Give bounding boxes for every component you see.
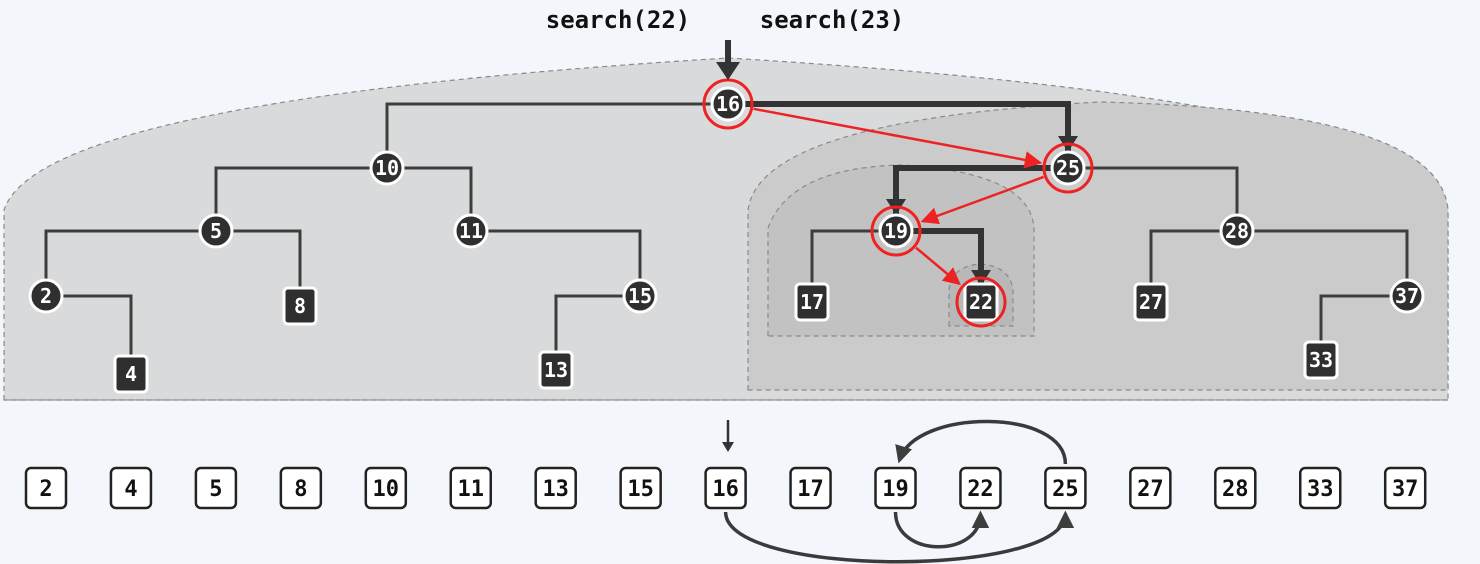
array-cell-label-4: 4 <box>124 477 137 502</box>
search-label-23: search(23) <box>760 6 905 34</box>
array-cell-8: 8 <box>279 466 323 510</box>
tree-edge-10-11 <box>387 166 473 231</box>
array-cell-15: 15 <box>619 466 662 510</box>
tree-node-8: 8 <box>282 286 318 326</box>
tree-node-label-19: 19 <box>884 219 908 243</box>
tree-node-label-10: 10 <box>375 156 399 180</box>
tree-node-label-22: 22 <box>969 290 993 314</box>
entry-arrow-icon <box>716 40 740 80</box>
array-cell-label-15: 15 <box>627 477 654 502</box>
array-cell-label-11: 11 <box>458 477 485 502</box>
array-cell-label-8: 8 <box>294 477 307 502</box>
tree-node-label-2: 2 <box>40 284 52 308</box>
tree-edge-2-4 <box>46 294 133 374</box>
tree-edge-25-28 <box>1068 166 1239 231</box>
tree-node-label-5: 5 <box>210 219 222 243</box>
tree-node-15: 15 <box>622 278 658 314</box>
array-cell-label-2: 2 <box>39 477 52 502</box>
array-arc-16-25 <box>723 510 1075 564</box>
tree-node-label-15: 15 <box>628 284 652 308</box>
array-cell-17: 17 <box>789 466 832 510</box>
tree-edge-5-2 <box>44 229 216 296</box>
array-entry-arrow-icon <box>722 420 734 452</box>
tree-node-2: 2 <box>28 278 64 314</box>
array-cell-25: 25 <box>1044 466 1087 510</box>
array-cell-label-5: 5 <box>209 477 222 502</box>
search-highlight-ring-22 <box>955 276 1007 328</box>
array-search-arcs <box>723 419 1075 564</box>
tree-node-13: 13 <box>538 350 574 390</box>
tree-node-label-17: 17 <box>800 290 824 314</box>
array-cell-37: 37 <box>1383 466 1427 510</box>
array-cell-28: 28 <box>1214 466 1257 510</box>
tree-node-27: 27 <box>1133 282 1169 322</box>
array-cell-16: 16 <box>704 466 747 510</box>
search-highlight-ring-25 <box>1042 142 1094 194</box>
array-cell-2: 2 <box>24 466 68 510</box>
tree-node-5: 5 <box>198 213 234 249</box>
tree-edge-28-37 <box>1237 229 1409 296</box>
sorted-array: 2 4 5 8 10 11 13 15 16 17 19 22 25 27 28 33 37 <box>24 466 1427 510</box>
tree-node-28: 28 <box>1219 213 1255 249</box>
tree-node-22: 22 <box>955 276 1007 328</box>
search-arrow-16-25 <box>753 107 1043 169</box>
search-range-regions <box>3 57 1449 401</box>
array-cell-label-22: 22 <box>967 477 994 502</box>
tree-node-label-27: 27 <box>1139 290 1163 314</box>
tree-node-label-28: 28 <box>1225 219 1249 243</box>
tree-node-label-33: 33 <box>1309 348 1333 372</box>
tree-node-33: 33 <box>1303 340 1339 380</box>
tree-node-37: 37 <box>1389 278 1425 314</box>
search-label-22: search(22) <box>546 6 691 34</box>
tree-node-10: 10 <box>369 150 405 186</box>
tree-node-label-16: 16 <box>716 92 740 116</box>
array-cell-5: 5 <box>194 466 238 510</box>
tree-edge-10-5 <box>214 166 387 231</box>
search-path-arrows <box>753 107 1045 286</box>
search-highlight-ring-19 <box>870 205 922 257</box>
array-arc-25-19 <box>895 419 1068 465</box>
tree-edge-19-17 <box>810 229 896 302</box>
array-cell-label-19: 19 <box>882 477 909 502</box>
tree-node-4: 4 <box>113 354 149 394</box>
tree-edge-37-33 <box>1319 294 1407 360</box>
array-cell-label-25: 25 <box>1052 477 1079 502</box>
array-cell-label-37: 37 <box>1392 477 1419 502</box>
tree-node-label-25: 25 <box>1056 156 1080 180</box>
array-cell-label-28: 28 <box>1222 477 1249 502</box>
array-cell-33: 33 <box>1299 466 1342 510</box>
tree-edge-11-15 <box>471 229 642 296</box>
search-arrow-19-22 <box>915 246 961 286</box>
tree-node-11: 11 <box>453 213 489 249</box>
array-cell-22: 22 <box>959 466 1002 510</box>
tree-edge-28-27 <box>1149 229 1237 302</box>
tree-node-label-8: 8 <box>294 294 306 318</box>
tree-node-19: 19 <box>870 205 922 257</box>
tree-node-label-4: 4 <box>125 362 137 386</box>
array-cell-label-27: 27 <box>1137 477 1164 502</box>
array-cell-label-10: 10 <box>373 477 400 502</box>
tree-node-17: 17 <box>794 282 830 322</box>
array-cell-label-33: 33 <box>1307 477 1334 502</box>
tree-node-label-37: 37 <box>1395 284 1419 308</box>
array-cell-label-16: 16 <box>712 477 739 502</box>
array-cell-label-17: 17 <box>797 477 824 502</box>
array-cell-11: 11 <box>449 466 492 510</box>
tree-node-25: 25 <box>1042 142 1094 194</box>
tree-edge-15-13 <box>554 294 640 370</box>
tree-node-label-11: 11 <box>459 219 483 243</box>
array-cell-10: 10 <box>364 466 408 510</box>
search-arrow-25-19 <box>920 175 1045 225</box>
array-cell-label-13: 13 <box>542 477 569 502</box>
tree-edge-5-8 <box>216 229 302 306</box>
array-cell-27: 27 <box>1129 466 1172 510</box>
array-cell-13: 13 <box>534 466 577 510</box>
array-cell-19: 19 <box>874 466 917 510</box>
tree-node-label-13: 13 <box>544 358 568 382</box>
array-cell-4: 4 <box>109 466 153 510</box>
tree-edge-16-10 <box>385 102 728 168</box>
tree-node-16: 16 <box>702 78 754 130</box>
array-arc-19-22 <box>893 510 990 549</box>
